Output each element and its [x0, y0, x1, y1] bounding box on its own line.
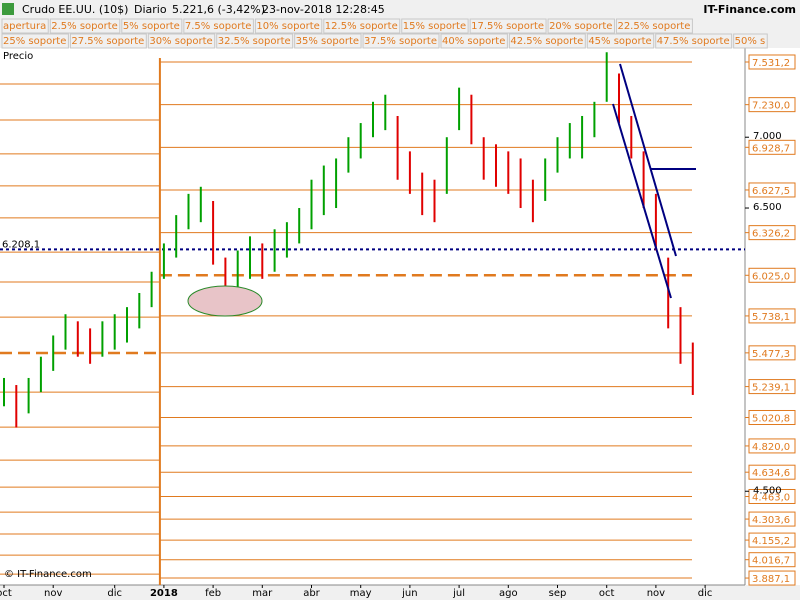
header-bar: [0, 0, 800, 18]
legend-entry: 22.5% soporte: [617, 21, 690, 32]
legend-entry: 20% soporte: [549, 21, 612, 32]
y-tick-label: 4.500: [753, 485, 782, 496]
legend-entry: 2.5% soporte: [51, 21, 118, 32]
trend-line: [619, 63, 677, 257]
legend-entry: 10% soporte: [256, 21, 319, 32]
x-tick-label: 2018: [150, 588, 178, 599]
price-label: 6.326,2: [752, 229, 790, 240]
legend-box: [183, 18, 254, 34]
legend-box: [49, 18, 121, 34]
x-tick-label: mar: [252, 588, 273, 599]
legend-entry: 50% s: [735, 36, 766, 47]
trend-line: [612, 103, 672, 299]
x-tick-label: nov: [44, 588, 62, 599]
x-tick-label: dic: [107, 588, 122, 599]
legend-box: [469, 18, 547, 34]
price-label: 5.020,8: [752, 413, 790, 424]
instrument: Crudo EE.UU. (10$): [22, 3, 128, 16]
brand: IT-Finance.com: [703, 3, 796, 16]
legend-box: [216, 33, 294, 49]
price-label: 4.155,2: [752, 536, 790, 547]
legend-entry: 25% soporte: [3, 36, 66, 47]
legend-box: [586, 33, 655, 49]
x-tick-label: oct: [599, 588, 615, 599]
x-tick-label: jun: [401, 588, 417, 599]
datetime: 23-nov-2018 12:28:45: [262, 3, 385, 16]
last-price: 5.221,6 (-3,42%): [172, 3, 265, 16]
levels: 6.208,1: [0, 58, 745, 585]
legend-entry: 15% soporte: [403, 21, 466, 32]
legend-entry: 12.5% soporte: [325, 21, 398, 32]
price-label: 7.230,0: [752, 101, 790, 112]
x-tick-label: jul: [452, 588, 465, 599]
highlight-ellipse: [187, 285, 263, 317]
panel-label: Precio: [3, 51, 33, 62]
x-tick-label: ago: [499, 588, 518, 599]
y-tick-label: 6.500: [753, 202, 782, 213]
icon: [2, 3, 14, 15]
legend-entry: 5% soporte: [123, 21, 180, 32]
legend-entry: 45% soporte: [588, 36, 651, 47]
legend: apertura 2.5% soporte 5% soporte 7.5% sopor…: [1, 18, 768, 49]
x-tick-label: may: [350, 588, 372, 599]
legend-entry: 37.5% soporte: [364, 36, 437, 47]
legend-entry: 7.5% soporte: [185, 21, 252, 32]
x-tick-label: feb: [205, 588, 221, 599]
legend-box: [547, 18, 615, 34]
price-label: 6.627,5: [752, 186, 790, 197]
legend-box: [323, 18, 401, 34]
axis: 7.531,2 7.230,0 6.928,7 6.627,5 6.326,2 6.025…: [0, 54, 796, 599]
price-label: 4.016,7: [752, 556, 790, 567]
price-label: 6.928,7: [752, 143, 790, 154]
legend-box: [508, 33, 586, 49]
legend-box: [1, 33, 69, 49]
legend-box: [147, 33, 216, 49]
legend-box: [69, 33, 147, 49]
price-label: 6.025,0: [752, 271, 790, 282]
reference-label: 6.208,1: [2, 239, 40, 250]
x-tick-label: oct: [0, 588, 12, 599]
price-label: 4.634,6: [752, 468, 790, 479]
legend-box: [1, 18, 49, 34]
legend-box: [615, 18, 693, 34]
price-label: 4.820,0: [752, 442, 790, 453]
legend-box: [254, 18, 323, 34]
legend-entry: 30% soporte: [149, 36, 212, 47]
legend-box: [294, 33, 362, 49]
legend-box: [655, 33, 733, 49]
price-label: 5.477,3: [752, 349, 790, 360]
legend-entry: apertura: [3, 21, 46, 32]
legend-entry: 42.5% soporte: [510, 36, 583, 47]
bars: [3, 52, 694, 428]
x-tick-label: sep: [549, 588, 567, 599]
price-label: 3.887,1: [752, 574, 790, 585]
legend-entry: 47.5% soporte: [657, 36, 730, 47]
legend-box: [440, 33, 508, 49]
price-label: 4.303,6: [752, 515, 790, 526]
x-tick-label: abr: [303, 588, 320, 599]
price-label: 5.239,1: [752, 383, 790, 394]
legend-box: [733, 33, 768, 49]
x-tick-label: dic: [698, 588, 713, 599]
legend-box: [362, 33, 440, 49]
copyright: © IT-Finance.com: [4, 569, 92, 580]
legend-entry: 35% soporte: [296, 36, 359, 47]
price-label: 4.463,0: [752, 492, 790, 503]
plot-area: [0, 48, 745, 585]
legend-box: [121, 18, 183, 34]
period: Diario: [134, 3, 167, 16]
price-label: 5.738,1: [752, 312, 790, 323]
legend-entry: 40% soporte: [442, 36, 505, 47]
legend-box: [401, 18, 469, 34]
y-tick-label: 7.000: [753, 131, 782, 142]
legend-entry: 17.5% soporte: [471, 21, 544, 32]
x-tick-label: nov: [647, 588, 665, 599]
price-label: 7.531,2: [752, 58, 790, 69]
legend-entry: 27.5% soporte: [71, 36, 144, 47]
legend-entry: 32.5% soporte: [218, 36, 291, 47]
